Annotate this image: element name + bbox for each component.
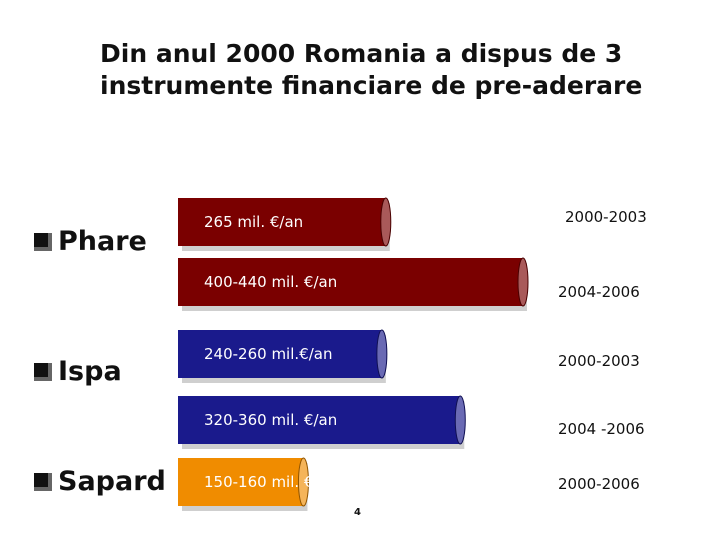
- bar-body: [178, 330, 382, 378]
- bar-5: 150-160 mil. €/an: [178, 457, 337, 511]
- period-label: 2000-2006: [558, 475, 640, 493]
- bar-2: 400-440 mil. €/an: [178, 257, 529, 311]
- period-label: 2004 -2006: [558, 420, 645, 438]
- bar-end-cap: [297, 457, 309, 507]
- bar-value-label: 400-440 mil. €/an: [204, 273, 337, 291]
- slide-title: Din anul 2000 Romania a dispus de 3 inst…: [100, 39, 643, 100]
- bar-end-cap: [454, 395, 466, 445]
- bullet-square-icon: [34, 472, 52, 491]
- page-number: 4: [354, 507, 361, 518]
- bullet-sapard: Sapard: [34, 466, 166, 497]
- bar-value-label: 150-160 mil. €/an: [204, 473, 337, 491]
- instrument-label-phare: Phare: [58, 226, 147, 257]
- bar-end-cap: [517, 257, 529, 307]
- bar-body: [178, 458, 304, 506]
- bar-body: [178, 198, 386, 246]
- bullet-square-icon: [34, 232, 52, 251]
- bullet-ispa: Ispa: [34, 356, 122, 387]
- period-label: 2004-2006: [558, 283, 640, 301]
- instrument-label-sapard: Sapard: [58, 466, 166, 497]
- bar-end-cap: [376, 329, 388, 379]
- bullet-square-icon: [34, 362, 52, 381]
- bar-value-label: 320-360 mil. €/an: [204, 411, 337, 429]
- bar-1: 265 mil. €/an: [178, 197, 392, 251]
- instrument-label-ispa: Ispa: [58, 356, 122, 387]
- period-label: 2000-2003: [558, 352, 640, 370]
- period-label: 2000-2003: [565, 208, 647, 226]
- bar-3: 240-260 mil.€/an: [178, 329, 388, 383]
- bar-body: [178, 396, 461, 444]
- bar-value-label: 265 mil. €/an: [204, 213, 303, 231]
- bar-body: [178, 258, 523, 306]
- bar-end-cap: [380, 197, 392, 247]
- bullet-phare: Phare: [34, 226, 147, 257]
- bar-4: 320-360 mil. €/an: [178, 395, 466, 449]
- bar-value-label: 240-260 mil.€/an: [204, 345, 332, 363]
